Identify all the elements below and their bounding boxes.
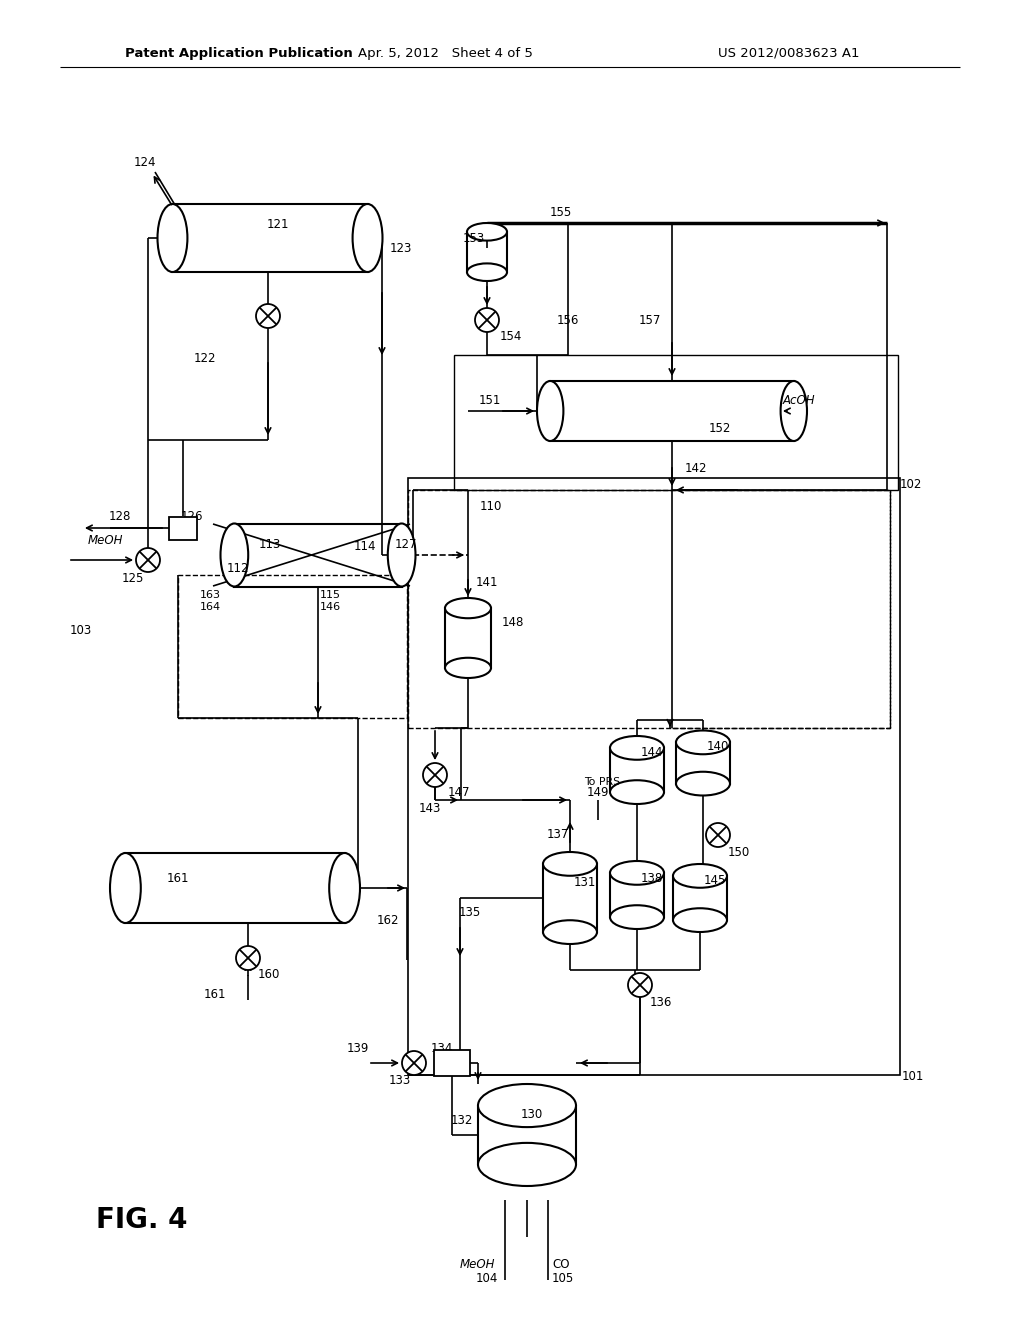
Ellipse shape bbox=[628, 973, 652, 997]
Ellipse shape bbox=[445, 598, 490, 618]
Text: 161: 161 bbox=[204, 989, 226, 1002]
Bar bbox=[454, 355, 898, 490]
Text: 104: 104 bbox=[475, 1271, 498, 1284]
Ellipse shape bbox=[136, 548, 160, 572]
Bar bbox=[169, 516, 197, 540]
Bar bbox=[408, 490, 890, 729]
Text: 105: 105 bbox=[552, 1271, 574, 1284]
Text: 142: 142 bbox=[685, 462, 708, 474]
Text: 130: 130 bbox=[521, 1109, 543, 1122]
Text: 163: 163 bbox=[200, 590, 221, 601]
Text: 127: 127 bbox=[395, 539, 418, 552]
Text: 155: 155 bbox=[550, 206, 572, 219]
Text: 148: 148 bbox=[502, 615, 524, 628]
Text: 135: 135 bbox=[459, 906, 481, 919]
Text: US 2012/0083623 A1: US 2012/0083623 A1 bbox=[718, 46, 859, 59]
Ellipse shape bbox=[543, 851, 597, 875]
Ellipse shape bbox=[352, 205, 383, 272]
Text: 162: 162 bbox=[377, 913, 399, 927]
Ellipse shape bbox=[610, 906, 664, 929]
Text: 164: 164 bbox=[200, 602, 221, 612]
Text: 160: 160 bbox=[258, 968, 281, 981]
Text: 115: 115 bbox=[319, 590, 341, 601]
Text: 137: 137 bbox=[547, 829, 569, 842]
Ellipse shape bbox=[467, 264, 507, 281]
Text: 125: 125 bbox=[122, 572, 144, 585]
Text: 152: 152 bbox=[709, 421, 731, 434]
Ellipse shape bbox=[402, 1051, 426, 1074]
Text: 121: 121 bbox=[266, 218, 289, 231]
Ellipse shape bbox=[543, 920, 597, 944]
Text: 149: 149 bbox=[587, 787, 609, 800]
Text: 143: 143 bbox=[419, 801, 441, 814]
Text: 122: 122 bbox=[194, 351, 216, 364]
Text: 151: 151 bbox=[479, 393, 501, 407]
Bar bbox=[178, 576, 407, 718]
Text: 101: 101 bbox=[902, 1071, 925, 1082]
Text: 114: 114 bbox=[353, 540, 376, 553]
Text: CO: CO bbox=[552, 1258, 569, 1271]
Text: 128: 128 bbox=[109, 510, 131, 523]
Ellipse shape bbox=[110, 853, 141, 923]
Text: 138: 138 bbox=[641, 871, 664, 884]
Ellipse shape bbox=[158, 205, 187, 272]
Ellipse shape bbox=[676, 730, 730, 754]
Ellipse shape bbox=[478, 1084, 575, 1127]
Text: 141: 141 bbox=[476, 576, 499, 589]
Ellipse shape bbox=[478, 1143, 575, 1185]
Ellipse shape bbox=[780, 381, 807, 441]
Text: MeOH: MeOH bbox=[88, 533, 124, 546]
Text: 139: 139 bbox=[347, 1041, 370, 1055]
Text: 131: 131 bbox=[574, 875, 596, 888]
Text: 110: 110 bbox=[480, 500, 503, 513]
Text: 123: 123 bbox=[390, 242, 413, 255]
Text: 113: 113 bbox=[259, 537, 282, 550]
Ellipse shape bbox=[256, 304, 280, 327]
Text: 161: 161 bbox=[167, 871, 189, 884]
Text: To PRS: To PRS bbox=[584, 777, 621, 787]
Text: Patent Application Publication: Patent Application Publication bbox=[125, 46, 352, 59]
Text: MeOH: MeOH bbox=[460, 1258, 495, 1271]
Ellipse shape bbox=[423, 763, 447, 787]
Bar bbox=[434, 1049, 470, 1076]
Ellipse shape bbox=[236, 946, 260, 970]
Text: 157: 157 bbox=[639, 314, 662, 326]
Ellipse shape bbox=[673, 908, 727, 932]
Ellipse shape bbox=[475, 308, 499, 333]
Text: 147: 147 bbox=[449, 787, 470, 800]
Ellipse shape bbox=[329, 853, 360, 923]
Ellipse shape bbox=[220, 524, 248, 586]
Text: 144: 144 bbox=[641, 747, 664, 759]
Text: 150: 150 bbox=[728, 846, 751, 858]
Text: 136: 136 bbox=[650, 997, 673, 1010]
Ellipse shape bbox=[706, 822, 730, 847]
Ellipse shape bbox=[445, 657, 490, 678]
Text: 140: 140 bbox=[707, 739, 729, 752]
Text: 112: 112 bbox=[226, 561, 249, 574]
Text: 126: 126 bbox=[181, 510, 203, 523]
Text: 102: 102 bbox=[900, 479, 923, 491]
Ellipse shape bbox=[610, 737, 664, 760]
Text: 146: 146 bbox=[319, 602, 341, 612]
Text: 145: 145 bbox=[705, 874, 726, 887]
Ellipse shape bbox=[610, 861, 664, 884]
Ellipse shape bbox=[467, 223, 507, 240]
Ellipse shape bbox=[388, 524, 416, 586]
Text: 134: 134 bbox=[431, 1041, 454, 1055]
Text: FIG. 4: FIG. 4 bbox=[96, 1206, 187, 1234]
Text: 133: 133 bbox=[389, 1073, 411, 1086]
Text: 103: 103 bbox=[70, 623, 92, 636]
Text: 124: 124 bbox=[134, 157, 157, 169]
Text: AcOH: AcOH bbox=[783, 393, 816, 407]
Text: 154: 154 bbox=[500, 330, 522, 342]
Ellipse shape bbox=[673, 865, 727, 888]
Ellipse shape bbox=[537, 381, 563, 441]
Ellipse shape bbox=[610, 780, 664, 804]
Bar bbox=[408, 478, 900, 1074]
Text: 153: 153 bbox=[463, 231, 485, 244]
Text: 132: 132 bbox=[451, 1114, 473, 1126]
Ellipse shape bbox=[676, 772, 730, 796]
Text: Apr. 5, 2012   Sheet 4 of 5: Apr. 5, 2012 Sheet 4 of 5 bbox=[358, 46, 532, 59]
Text: 156: 156 bbox=[557, 314, 580, 326]
